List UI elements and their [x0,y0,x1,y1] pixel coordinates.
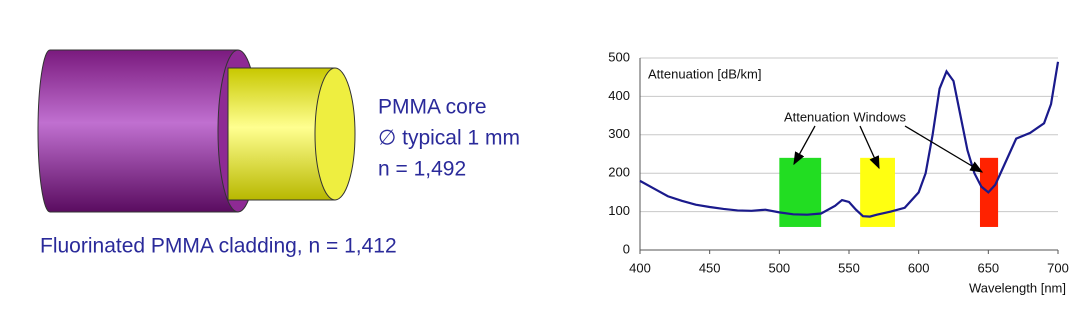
x-axis-label: Wavelength [nm] [969,280,1066,295]
x-tick-label: 650 [977,260,999,275]
attenuation-line [639,61,1060,218]
x-tick-label: 450 [699,260,721,275]
y-tick-label: 300 [608,126,630,141]
y-tick-label: 100 [608,203,630,218]
core-diameter: ∅ typical 1 mm [378,127,520,150]
core-label: PMMA core [378,96,487,119]
attenuation-window [779,157,822,227]
annotation-arrows [793,125,984,173]
annotation: Attenuation Windows [784,109,907,124]
y-tick-label: 200 [608,165,630,180]
x-tick-label: 600 [908,260,930,275]
x-tick-label: 500 [768,260,790,275]
core-index: n = 1,492 [378,158,466,181]
x-tick-label: 400 [629,260,651,275]
y-tick-label: 500 [608,49,630,64]
x-tick-label: 700 [1047,260,1069,275]
chart: 0 100 200 300 400 500 400 450 500 550 600 650 700 [608,49,1069,275]
cladding-label: Fluorinated PMMA cladding, n = 1,412 [40,235,397,258]
y-tick-label: 0 [623,241,630,256]
y-tick-label: 400 [608,88,630,103]
fiber-drawing [37,49,356,213]
y-axis-label: Attenuation [dB/km] [648,66,761,81]
x-tick-label: 550 [838,260,860,275]
